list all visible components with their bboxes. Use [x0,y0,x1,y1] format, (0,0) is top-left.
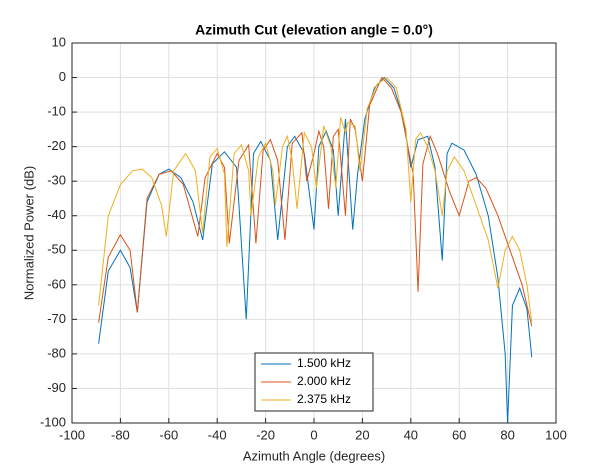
x-tick-label: 100 [545,427,567,442]
x-tick-label: 40 [404,427,418,442]
chart-title: Azimuth Cut (elevation angle = 0.0°) [195,22,433,38]
x-tick-label: -40 [208,427,227,442]
x-tick-label: 0 [310,427,317,442]
y-tick-label: -60 [47,276,66,291]
x-tick-label: 60 [452,427,466,442]
y-tick-label: -70 [47,311,66,326]
y-tick-label: -10 [47,104,66,119]
axes-box [71,42,557,424]
legend-label: 2.000 kHz [297,374,351,388]
x-tick-label: -20 [256,427,275,442]
x-tick-label: -60 [159,427,178,442]
y-tick-label: 10 [52,34,66,49]
legend-label: 1.500 kHz [297,356,351,370]
y-axis-label: Normalized Power (dB) [21,166,36,300]
y-tick-label: -80 [47,345,66,360]
y-tick-label: -30 [47,173,66,188]
y-tick-label: -90 [47,380,66,395]
x-tick-label: -100 [59,427,85,442]
x-axis-label: Azimuth Angle (degrees) [243,448,385,463]
legend-label: 2.375 kHz [297,392,351,406]
x-tick-label: 80 [500,427,514,442]
line [98,76,533,323]
y-tick-label: -100 [40,414,66,429]
x-tick-label: 20 [355,427,369,442]
line [98,76,533,327]
y-tick-label: -40 [47,207,66,222]
y-tick-label: 0 [59,69,66,84]
x-tick-label: -80 [111,427,130,442]
y-tick-label: -50 [47,242,66,257]
y-tick-label: -20 [47,138,66,153]
